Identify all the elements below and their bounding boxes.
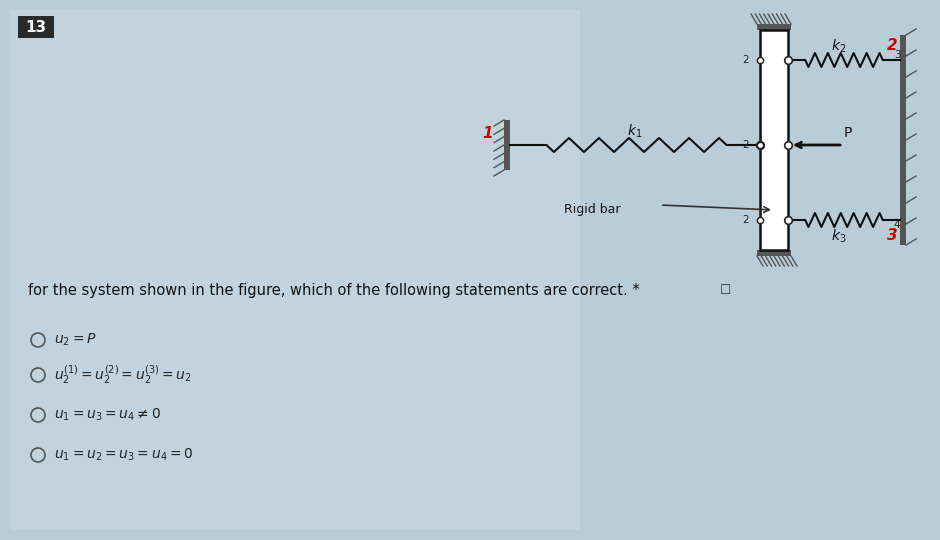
Text: $u_1 = u_2 = u_3 = u_4 = 0$: $u_1 = u_2 = u_3 = u_4 = 0$: [54, 447, 194, 463]
Text: 2: 2: [743, 140, 749, 150]
Bar: [757, 250, 791, 256]
Text: $u_1 = u_3 = u_4 \neq 0$: $u_1 = u_3 = u_4 \neq 0$: [54, 407, 161, 423]
Bar: [504, 120, 510, 170]
Text: 3: 3: [894, 50, 901, 60]
Text: 1: 1: [482, 125, 494, 140]
Text: 2: 2: [743, 215, 749, 225]
Text: $k_1$: $k_1$: [627, 122, 643, 140]
Bar: [18, 16, 54, 38]
Text: P: P: [844, 126, 853, 140]
Text: ☐: ☐: [720, 284, 731, 296]
Text: 4: 4: [894, 220, 901, 230]
Bar: [760, 30, 788, 250]
Text: for the system shown in the figure, which of the following statements are correc: for the system shown in the figure, whic…: [28, 282, 640, 298]
Text: Rigid bar: Rigid bar: [563, 204, 620, 217]
Text: $k_3$: $k_3$: [831, 227, 847, 245]
Text: 2: 2: [886, 38, 898, 53]
Text: 13: 13: [25, 19, 47, 35]
Bar: [900, 35, 906, 245]
Bar: [10, 10, 580, 530]
Text: 2: 2: [743, 55, 749, 65]
Text: $u_2 = P$: $u_2 = P$: [54, 332, 97, 348]
Text: $u_2^{(1)} = u_2^{(2)} = u_2^{(3)} = u_2$: $u_2^{(1)} = u_2^{(2)} = u_2^{(3)} = u_2…: [54, 364, 192, 386]
Text: $k_2$: $k_2$: [831, 37, 847, 55]
Text: 3: 3: [886, 228, 898, 244]
Bar: [757, 24, 791, 30]
